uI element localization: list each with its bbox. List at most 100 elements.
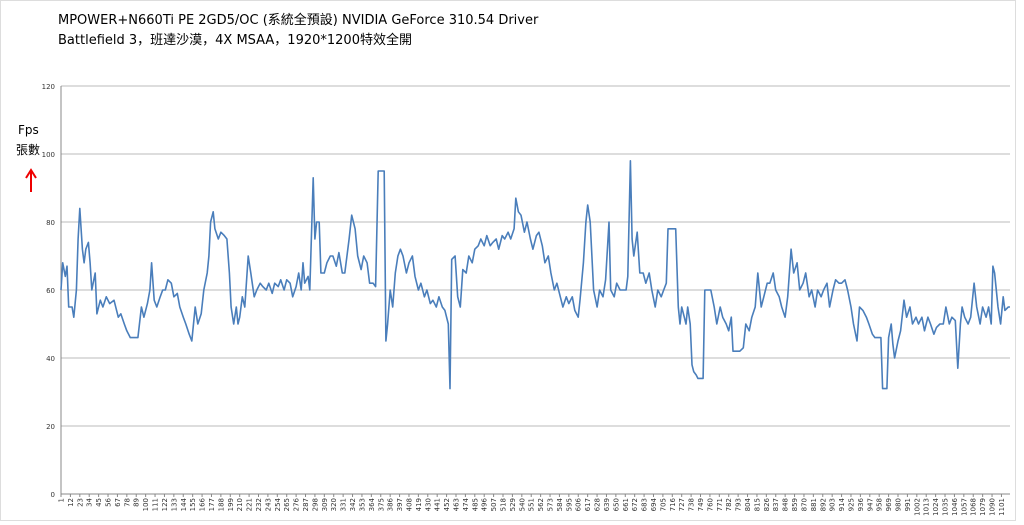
x-tick-label: 111: [152, 498, 160, 511]
x-tick-label: 375: [377, 498, 385, 511]
x-tick-label: 518: [500, 498, 508, 511]
data-line: [60, 160, 1010, 390]
x-tick-label: 166: [199, 497, 207, 511]
y-tick-label: 40: [46, 355, 55, 363]
x-tick-label: 221: [246, 498, 254, 511]
x-tick-label: 848: [782, 498, 790, 511]
x-tick-label: 705: [659, 498, 667, 511]
x-tick-label: 133: [170, 498, 178, 511]
x-tick-label: 947: [866, 498, 874, 511]
x-tick-label: 1002: [913, 498, 921, 516]
x-tick-label: 452: [443, 498, 451, 511]
x-tick-label: 12: [67, 498, 75, 507]
x-tick-label: 78: [123, 498, 131, 507]
x-tick-label: 562: [537, 498, 545, 511]
x-tick-label: 199: [227, 498, 235, 511]
x-tick-label: 1046: [951, 497, 959, 515]
x-tick-label: 232: [255, 498, 263, 511]
y-tick-label: 80: [46, 219, 55, 227]
x-tick-label: 650: [612, 498, 620, 511]
x-tick-label: 881: [810, 498, 818, 511]
x-tick-label: 617: [584, 498, 592, 511]
x-tick-label: 914: [838, 497, 846, 511]
x-tick-label: 507: [490, 498, 498, 511]
x-tick-label: 1024: [932, 497, 940, 515]
x-tick-label: 760: [706, 498, 714, 511]
x-tick-label: 89: [133, 498, 141, 507]
x-tick-label: 463: [452, 498, 460, 511]
x-tick-label: 45: [95, 498, 103, 507]
x-tick-label: 408: [405, 498, 413, 511]
x-tick-label: 386: [387, 497, 395, 511]
x-tick-label: 474: [462, 497, 470, 511]
x-tick-label: 353: [358, 498, 366, 511]
x-tick-label: 56: [105, 497, 113, 506]
x-tick-label: 628: [594, 498, 602, 511]
x-tick-label: 485: [471, 498, 479, 511]
x-tick-label: 496: [481, 497, 489, 511]
x-tick-label: 771: [716, 498, 724, 511]
x-tick-label: 1101: [998, 498, 1006, 516]
x-tick-label: 936: [857, 497, 865, 511]
y-axis-label: 張數: [16, 143, 40, 157]
y-tick-label: 100: [42, 151, 55, 159]
arrow-icon: [25, 168, 37, 192]
x-tick-label: 1079: [979, 498, 987, 516]
x-tick-label: 584: [556, 497, 564, 511]
x-tick-label: 573: [547, 498, 555, 511]
chart-subtitle: Battlefield 3，班達沙漠，4X MSAA，1920*1200特效全開: [58, 32, 412, 48]
x-tick-label: 122: [161, 498, 169, 511]
x-tick-label: 155: [189, 498, 197, 511]
x-tick-label: 980: [895, 498, 903, 511]
x-tick-label: 815: [753, 498, 761, 511]
x-tick-label: 716: [669, 497, 677, 511]
x-tick-label: 1057: [960, 498, 968, 516]
x-tick-label: 265: [283, 498, 291, 511]
x-tick-label: 1090: [989, 498, 997, 516]
x-tick-label: 1035: [942, 498, 950, 516]
x-tick-label: 606: [575, 497, 583, 511]
y-tick-label: 120: [42, 83, 55, 91]
y-tick-label: 20: [46, 423, 55, 431]
x-tick-label: 287: [302, 498, 310, 511]
x-tick-label: 441: [434, 498, 442, 511]
x-tick-label: 243: [264, 498, 272, 511]
x-tick-label: 419: [415, 498, 423, 511]
x-tick-label: 793: [735, 498, 743, 511]
x-tick-label: 925: [847, 498, 855, 511]
x-tick-label: 529: [509, 498, 517, 511]
x-tick-label: 298: [311, 498, 319, 511]
x-tick-label: 804: [744, 497, 752, 511]
x-tick-label: 23: [76, 498, 84, 507]
x-tick-label: 34: [86, 497, 94, 506]
x-tick-label: 1013: [923, 498, 931, 516]
x-tick-label: 672: [631, 498, 639, 511]
x-tick-label: 551: [528, 498, 536, 511]
x-tick-label: 727: [678, 498, 686, 511]
x-tick-label: 892: [819, 498, 827, 511]
x-tick-label: 1: [58, 498, 66, 502]
x-tick-label: 903: [829, 498, 837, 511]
x-tick-label: 859: [791, 498, 799, 511]
x-tick-label: 210: [236, 498, 244, 511]
y-tick-label: 0: [51, 491, 55, 499]
x-tick-label: 254: [274, 497, 282, 511]
x-tick-label: 342: [349, 498, 357, 511]
x-tick-label: 331: [340, 498, 348, 511]
x-tick-label: 870: [800, 498, 808, 511]
x-tick-label: 639: [603, 498, 611, 511]
x-tick-label: 595: [565, 498, 573, 511]
x-tick-label: 991: [904, 498, 912, 511]
x-tick-label: 276: [293, 497, 301, 511]
x-tick-label: 738: [688, 498, 696, 511]
x-tick-label: 177: [208, 498, 216, 511]
x-tick-label: 320: [330, 498, 338, 511]
x-tick-label: 837: [772, 498, 780, 511]
x-tick-label: 430: [424, 498, 432, 511]
x-tick-label: 683: [641, 498, 649, 511]
x-tick-label: 1068: [970, 498, 978, 516]
x-tick-label: 309: [321, 498, 329, 511]
x-tick-label: 826: [763, 497, 771, 511]
